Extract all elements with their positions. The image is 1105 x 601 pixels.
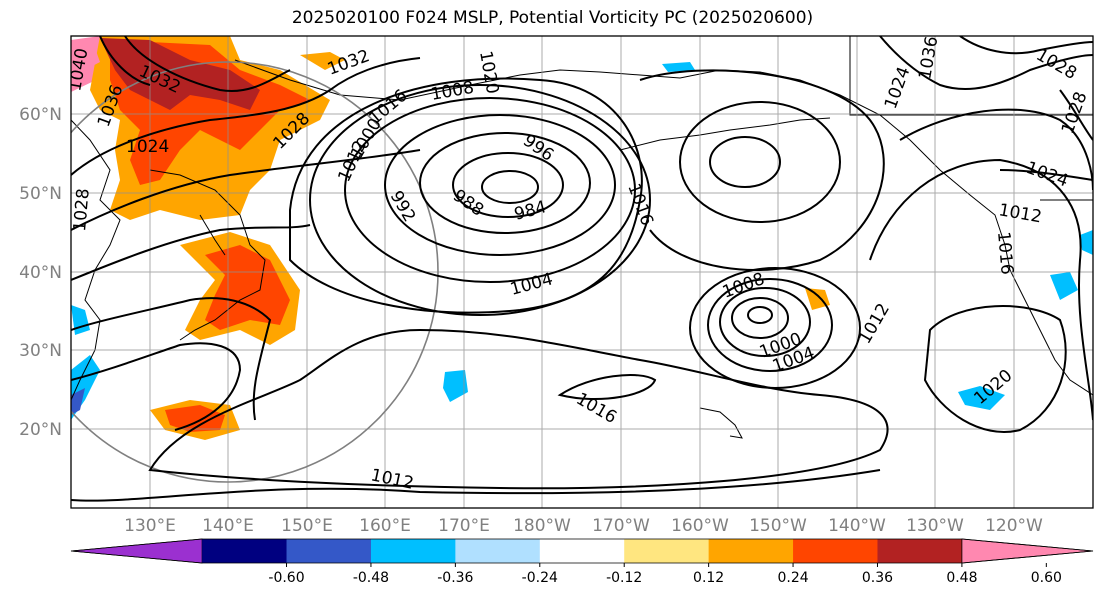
radius-circle	[71, 61, 439, 483]
lon-label: 170°W	[592, 516, 650, 536]
lon-label: 150°W	[749, 516, 807, 536]
colorbar-extend-max	[961, 538, 1094, 564]
isobar-label: 1016	[993, 231, 1017, 276]
graticule	[71, 36, 1093, 508]
colorbar-swatch	[370, 539, 456, 563]
colorbar-label: 0.36	[862, 570, 893, 586]
lon-label: 140°E	[202, 516, 254, 536]
colorbar-swatch	[455, 539, 541, 563]
lon-label: 130°E	[124, 516, 176, 536]
colorbar-label: -0.60	[268, 570, 304, 586]
lon-label: 140°W	[828, 516, 886, 536]
lat-label: 30°N	[19, 341, 62, 361]
chart-title: 2025020100 F024 MSLP, Potential Vorticit…	[291, 8, 814, 28]
colorbar-swatch	[286, 539, 372, 563]
colorbar-label: -0.24	[522, 570, 558, 586]
lat-label: 50°N	[19, 184, 62, 204]
colorbar-swatch	[708, 539, 794, 563]
isobar-label: 1028	[70, 188, 94, 233]
colorbar-extend-min	[70, 538, 203, 564]
lon-label: 120°W	[985, 516, 1043, 536]
colorbar-swatch	[539, 539, 625, 563]
lon-label: 160°E	[359, 516, 411, 536]
lat-label: 20°N	[19, 420, 62, 440]
lon-label: 150°E	[281, 516, 333, 536]
lat-label: 40°N	[19, 263, 62, 283]
lat-labels: 60°N 50°N 40°N 30°N 20°N	[19, 105, 62, 440]
colorbar-label: 0.60	[1031, 570, 1062, 586]
lon-labels: 130°E 140°E 150°E 160°E 170°E 180°W 170°…	[124, 516, 1043, 536]
colorbar: -0.60 -0.48 -0.36 -0.24 -0.12 0.12 0.24 0.36 0.4…	[70, 538, 1094, 586]
colorbar-label: 0.24	[777, 570, 808, 586]
lon-label: 170°E	[438, 516, 490, 536]
colorbar-outline	[70, 538, 1094, 564]
colorbar-swatch	[877, 539, 963, 563]
colorbar-label: -0.12	[606, 570, 642, 586]
isobars	[71, 36, 1093, 502]
colorbar-swatch	[793, 539, 878, 563]
isobar-label: 1024	[126, 137, 169, 157]
colorbar-label: 0.48	[946, 570, 977, 586]
lon-label: 130°W	[906, 516, 964, 536]
map-frame	[70, 35, 1094, 509]
pv-shading-negative	[71, 62, 1093, 420]
colorbar-swatch	[202, 539, 288, 563]
lat-label: 60°N	[19, 105, 62, 125]
lon-label: 180°W	[513, 516, 571, 536]
lon-label: 160°W	[671, 516, 729, 536]
colorbar-label: -0.48	[353, 570, 389, 586]
colorbar-label: -0.36	[437, 570, 473, 586]
colorbar-label: 0.12	[693, 570, 724, 586]
colorbar-swatch	[624, 539, 710, 563]
